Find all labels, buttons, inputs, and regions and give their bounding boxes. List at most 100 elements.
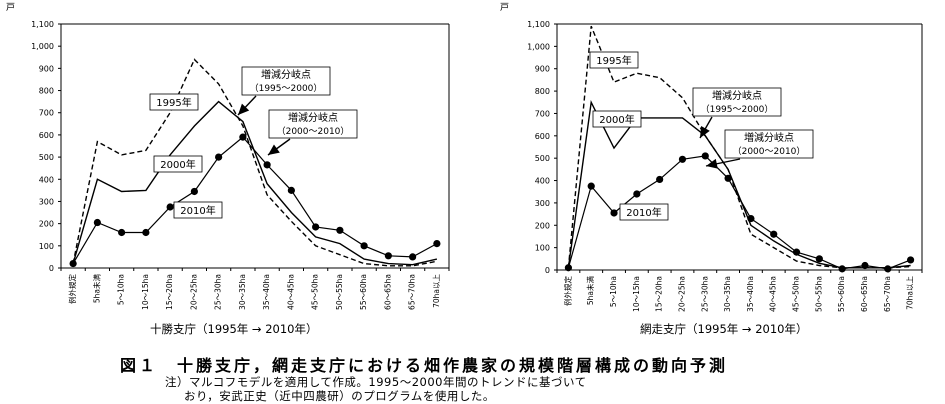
data-point xyxy=(93,218,101,227)
series-label-box xyxy=(592,110,642,128)
data-point xyxy=(433,240,441,248)
y-tick-label: 500 xyxy=(535,154,550,163)
series-line-2 xyxy=(567,155,911,270)
data-point xyxy=(287,186,295,194)
data-point xyxy=(701,152,709,160)
x-tick-label: 40～45ha xyxy=(769,276,778,312)
arrow-head xyxy=(238,103,250,115)
annotation-subtitle: （2000～2010） xyxy=(733,146,806,157)
tokachi-chart: 戸 0 100 200 300 400 500 600 700 800 900 1,000 1,100 例… xyxy=(6,2,450,336)
data-point xyxy=(724,174,732,182)
series-line-2 xyxy=(72,136,438,264)
data-point xyxy=(239,133,247,141)
data-point xyxy=(215,153,223,161)
x-tick-label: 45～50ha xyxy=(792,276,801,312)
series-line-0 xyxy=(72,58,438,267)
annotation-box xyxy=(724,129,814,159)
y-tick-label: 200 xyxy=(535,221,550,230)
figure-note-line1: 注）マルコフモデルを適用して作成。1995～2000年間のトレンドに基づいて xyxy=(165,375,587,389)
series-label-box xyxy=(153,155,203,173)
data-point xyxy=(190,187,198,196)
y-tick-label: 100 xyxy=(535,244,550,253)
x-tick-label: 5～10ha xyxy=(609,276,618,307)
data-point xyxy=(656,175,664,184)
figure-title: 図１ 十勝支庁，網走支庁における畑作農家の規模階層構成の動向予測 xyxy=(120,356,729,375)
x-tick-label: 10～15ha xyxy=(141,274,150,310)
data-point xyxy=(747,214,755,223)
y-tick-label: 1,100 xyxy=(527,20,550,29)
x-tick-label: 15～20ha xyxy=(165,274,174,310)
x-tick-label: 55～60ha xyxy=(837,276,846,312)
x-tick-label: 例外規定 xyxy=(67,274,77,304)
y-tick-label: 600 xyxy=(535,132,550,141)
figure-note-line2: おり，安武正史（近中四農研）のプログラムを使用した。 xyxy=(184,389,495,403)
annotation-subtitle: （1995～2000） xyxy=(701,104,774,115)
y-tick-label: 900 xyxy=(535,65,550,74)
x-tick-label: 55～60ha xyxy=(359,274,368,310)
x-tick-label: 20～25ha xyxy=(677,276,686,312)
y-tick-label: 400 xyxy=(535,177,550,186)
data-point xyxy=(906,256,915,264)
series-label-box xyxy=(589,51,639,69)
y-unit-label: 戸 xyxy=(500,2,509,13)
chart-title: 網走支庁（1995年 → 2010年） xyxy=(640,322,807,336)
data-point xyxy=(118,228,126,237)
charts-canvas: 戸 0 100 200 300 400 500 600 700 800 900 1,000 1,100 例… xyxy=(6,2,923,336)
y-tick-label: 1,100 xyxy=(31,20,54,29)
series-label: 2000年 xyxy=(599,113,634,126)
annotation-box xyxy=(692,87,782,117)
data-point xyxy=(360,242,368,250)
data-point xyxy=(610,209,618,217)
y-tick-label: 0 xyxy=(545,266,550,275)
data-point xyxy=(815,255,823,263)
x-tick-label: 5ha未満 xyxy=(585,276,595,306)
x-tick-label: 45～50ha xyxy=(311,274,320,310)
series-label-box xyxy=(149,93,199,111)
data-point xyxy=(587,182,595,190)
annotation-title: 増減分岐点 xyxy=(712,89,762,102)
data-point xyxy=(336,226,344,234)
chart-title: 十勝支庁（1995年 → 2010年） xyxy=(150,322,317,336)
data-point xyxy=(409,253,417,261)
series-label: 2010年 xyxy=(180,204,215,217)
x-tick-label: 30～35ha xyxy=(723,276,732,312)
x-tick-label: 50～55ha xyxy=(335,274,344,310)
series-line-1 xyxy=(72,100,438,266)
x-tick-label: 5ha未満 xyxy=(91,274,101,304)
annotation-subtitle: （1995～2000） xyxy=(250,83,323,94)
x-tick-label: 60～65ha xyxy=(383,274,392,310)
series-label-box xyxy=(173,201,223,219)
y-tick-label: 400 xyxy=(39,175,54,184)
annotation-box xyxy=(241,66,331,96)
data-point xyxy=(564,264,573,272)
data-point xyxy=(142,228,150,237)
series-line-0 xyxy=(567,25,911,269)
data-point xyxy=(678,155,687,163)
data-point xyxy=(884,265,892,273)
y-tick-label: 1,000 xyxy=(527,42,550,51)
data-point xyxy=(69,259,77,268)
y-unit-label: 戸 xyxy=(6,2,15,13)
x-tick-label: 40～45ha xyxy=(286,274,295,310)
data-point xyxy=(792,248,801,256)
x-tick-label: 65～70ha xyxy=(408,274,417,310)
series-label: 1995年 xyxy=(596,54,631,67)
arrow-head xyxy=(700,125,710,138)
series-label: 2000年 xyxy=(160,158,195,171)
y-tick-label: 800 xyxy=(535,87,550,96)
data-point xyxy=(861,261,869,270)
annotation-subtitle: （2000～2010） xyxy=(277,126,350,137)
y-tick-label: 100 xyxy=(39,242,54,251)
annotation-box xyxy=(268,109,358,139)
data-point xyxy=(312,223,320,231)
data-point xyxy=(263,161,271,169)
data-point xyxy=(838,265,846,273)
y-tick-label: 600 xyxy=(39,131,54,140)
data-point xyxy=(166,203,174,211)
x-tick-label: 25～30ha xyxy=(214,274,223,310)
annotation-title: 増減分岐点 xyxy=(261,68,311,81)
x-tick-label: 5～10ha xyxy=(117,274,126,305)
x-tick-label: 10～15ha xyxy=(632,276,641,312)
arrow-head xyxy=(706,158,718,169)
y-tick-label: 800 xyxy=(39,87,54,96)
